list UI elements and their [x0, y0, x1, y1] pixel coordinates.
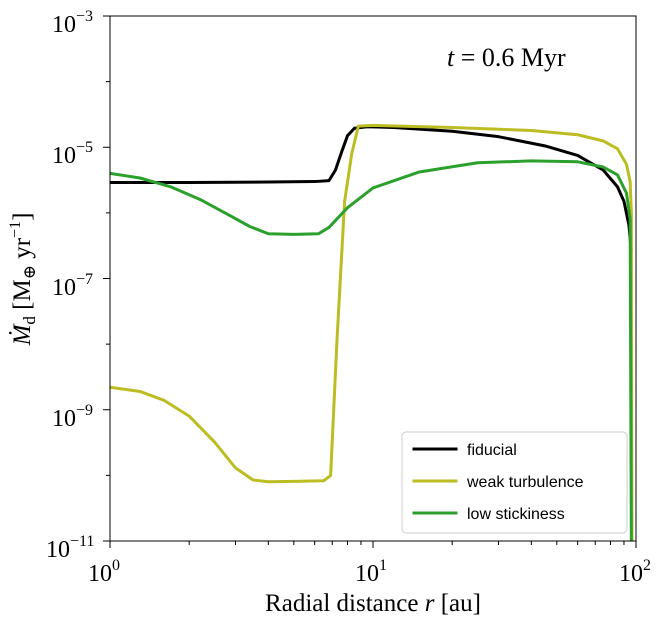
y-tick-label-1e-11: 10−11 [46, 533, 94, 563]
legend-label-fiducial: fiducial [467, 442, 517, 459]
legend: fiducial weak turbulence low stickiness [401, 431, 628, 534]
series-line-fiducial [110, 125, 633, 252]
y-tick-label-1e-9: 10−9 [52, 402, 93, 432]
legend-label-low-stickiness: low stickiness [467, 506, 565, 523]
legend-label-weak-turbulence: weak turbulence [466, 474, 584, 491]
y-axis-label: Ṁd [M⊕ yr−1] [7, 213, 39, 347]
y-tick-label-1e-3: 10−3 [52, 8, 93, 38]
y-tick-label-1e-7: 10−7 [52, 271, 93, 301]
time-annotation: t = 0.6 Myr [447, 43, 566, 72]
series-line-weak-turbulence [109, 123, 634, 542]
x-tick-label-10: 101 [355, 557, 387, 587]
y-tick-label-1e-5: 10−5 [52, 139, 93, 169]
x-tick-label-100: 102 [619, 557, 651, 587]
x-tick-label-1: 100 [88, 557, 120, 587]
x-axis-label: Radial distance r [au] [265, 590, 481, 617]
ticks-layer [103, 15, 637, 548]
series-layer [109, 123, 634, 542]
series-line-low-stickiness [109, 159, 633, 542]
legend-box [401, 431, 628, 534]
